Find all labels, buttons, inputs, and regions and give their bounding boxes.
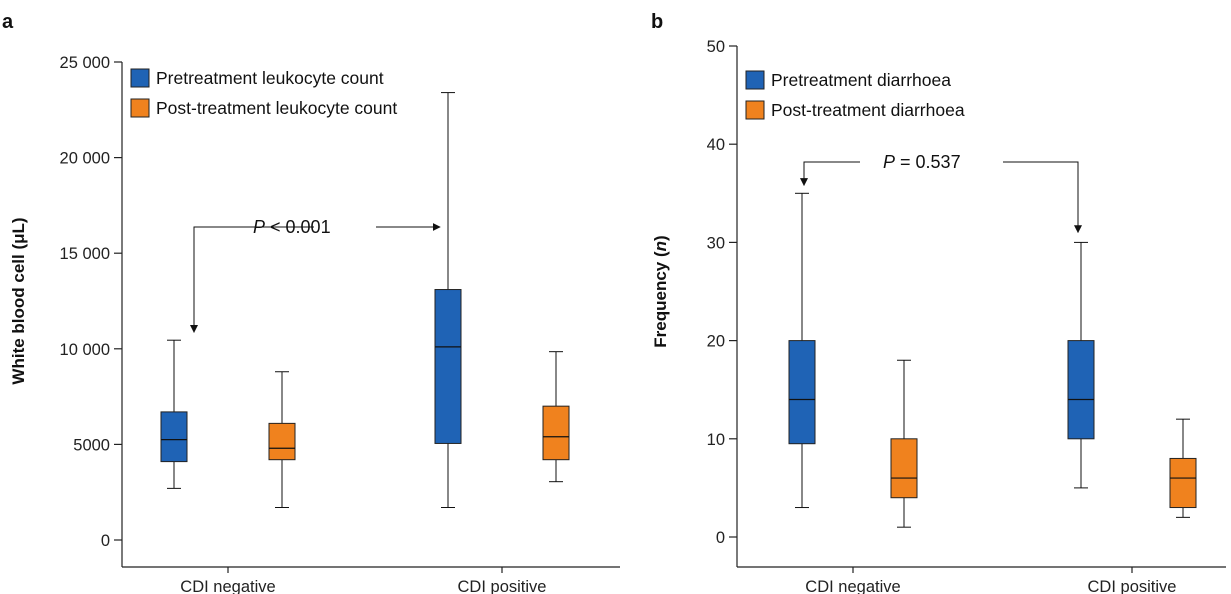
p-value-italic: P xyxy=(253,217,265,237)
legend-label: Post-treatment diarrhoea xyxy=(771,100,965,120)
p-value-annotation: P = 0.537 xyxy=(883,152,961,172)
y-tick-label: 10 000 xyxy=(60,341,110,359)
x-tick-label: CDI negative xyxy=(805,578,900,594)
box-iqr xyxy=(1169,457,1197,509)
box-plot xyxy=(890,359,918,528)
y-tick-label: 15 000 xyxy=(60,245,110,263)
legend-swatch xyxy=(130,68,150,88)
box-iqr xyxy=(1067,340,1095,440)
panel-label: a xyxy=(2,11,14,33)
legend-swatch xyxy=(745,100,765,120)
panel-a-chart: a 0 5000 10 000 15 000 20 000 25 000 CDI negati… xyxy=(2,11,620,594)
y-axis-label-italic: n xyxy=(651,241,670,251)
p-value-italic: P xyxy=(883,152,895,172)
box-plot xyxy=(434,92,462,508)
annotation-arrow-left xyxy=(800,161,860,187)
box-iqr xyxy=(434,289,462,444)
box-plot xyxy=(788,192,816,509)
y-tick-label: 0 xyxy=(716,529,725,547)
box-iqr xyxy=(268,422,296,461)
y-tick-label: 20 000 xyxy=(60,150,110,168)
y-axis-label: Frequency (n) xyxy=(651,235,670,347)
y-tick-label: 0 xyxy=(101,532,110,550)
y-tick-label: 20 xyxy=(707,333,725,351)
box-plot xyxy=(1169,418,1197,518)
y-tick-label: 5000 xyxy=(73,436,110,454)
y-axis-label: White blood cell (μL) xyxy=(9,217,28,384)
box-plot xyxy=(542,351,570,483)
box-iqr xyxy=(890,438,918,499)
box-plot xyxy=(1067,241,1095,489)
x-tick-label: CDI positive xyxy=(1088,578,1177,594)
x-tick-label: CDI positive xyxy=(458,578,547,594)
y-tick-label: 30 xyxy=(707,234,725,252)
annotation-arrow-right xyxy=(1003,161,1082,234)
p-value-annotation: P < 0.001 xyxy=(253,217,331,237)
box-iqr xyxy=(542,405,570,461)
box-plot xyxy=(160,339,188,489)
panel-label: b xyxy=(651,11,663,33)
legend-label: Pretreatment diarrhoea xyxy=(771,70,951,90)
y-tick-label: 50 xyxy=(707,38,725,56)
box-plot xyxy=(268,371,296,508)
x-tick-label: CDI negative xyxy=(180,578,275,594)
annotation-arrow-left xyxy=(190,226,314,333)
box-iqr xyxy=(788,340,816,445)
y-tick-label: 40 xyxy=(707,136,725,154)
y-tick-label: 10 xyxy=(707,431,725,449)
panel-b-chart: b 0 10 20 30 40 50 CDI negative CDI positive Freq… xyxy=(651,11,1226,594)
box-iqr xyxy=(160,411,188,463)
legend-label: Pretreatment leukocyte count xyxy=(156,68,384,88)
legend-label: Post-treatment leukocyte count xyxy=(156,98,397,118)
legend-swatch xyxy=(745,70,765,90)
legend-swatch xyxy=(130,98,150,118)
y-tick-label: 25 000 xyxy=(60,54,110,72)
